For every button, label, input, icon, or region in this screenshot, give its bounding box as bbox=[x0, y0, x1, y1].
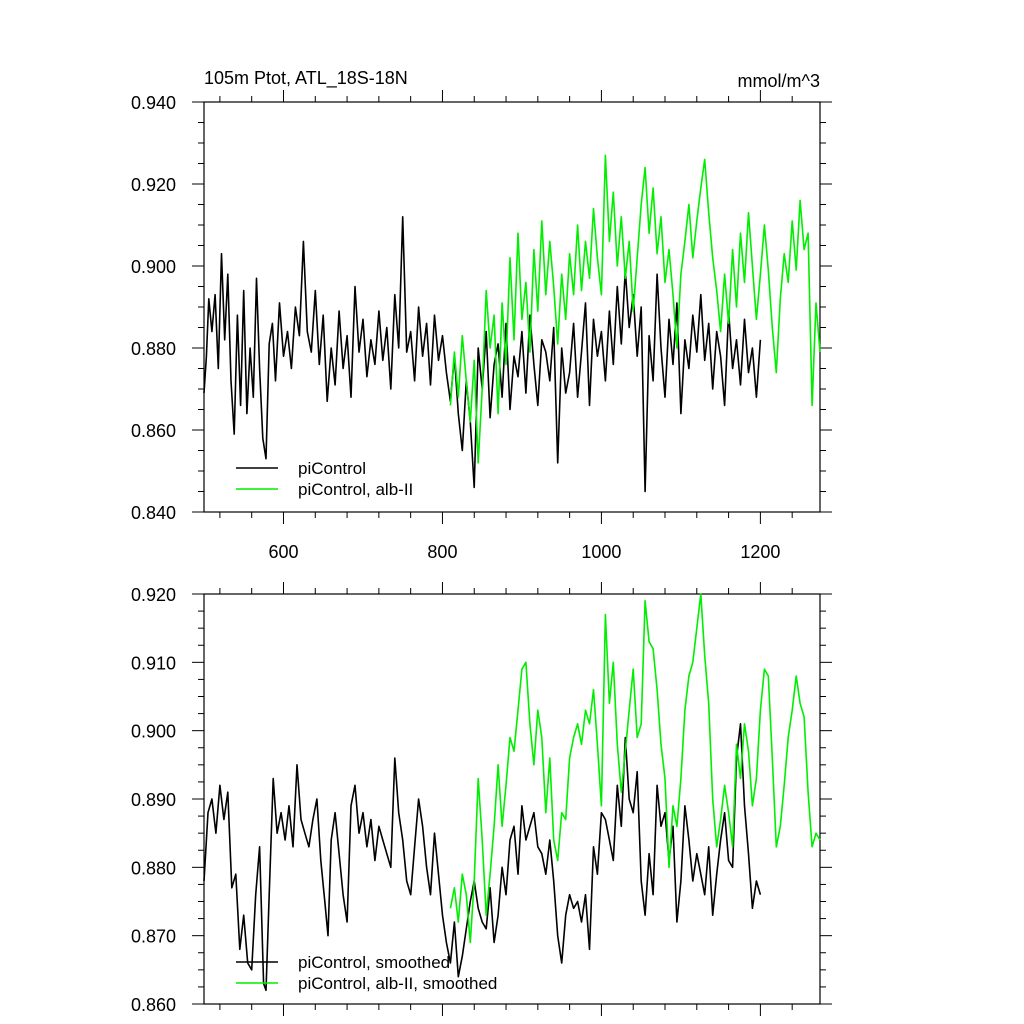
y-tick-label: 0.880 bbox=[131, 339, 176, 359]
bottom-panel: 0.860 0.870 0.880 0.890 0.900 0.910 0.920 piCo… bbox=[131, 582, 832, 1016]
series-line-alb-ii bbox=[449, 154, 821, 464]
x-tick-label: 1000 bbox=[581, 542, 621, 562]
y-tick-label: 0.840 bbox=[131, 503, 176, 523]
legend-label: piControl, alb-II bbox=[298, 480, 413, 499]
chart-title: 105m Ptot, ATL_18S-18N bbox=[204, 68, 408, 89]
series-line-alb-ii bbox=[449, 593, 821, 944]
y-tick-label: 0.860 bbox=[131, 421, 176, 441]
y-tick-label: 0.880 bbox=[131, 858, 176, 878]
top-axes: 600 800 1000 1200 0.840 0.860 0.880 0.900 0.920 0… bbox=[131, 90, 832, 562]
x-tick-label: 1200 bbox=[740, 542, 780, 562]
y-tick-label: 0.900 bbox=[131, 722, 176, 742]
bottom-legend: piControl, smoothed piControl, alb-II, sm… bbox=[236, 953, 497, 993]
bottom-series bbox=[203, 593, 821, 992]
y-tick-label: 0.940 bbox=[131, 93, 176, 113]
top-legend: piControl piControl, alb-II bbox=[236, 459, 413, 499]
y-tick-label: 0.890 bbox=[131, 790, 176, 810]
y-tick-label: 0.920 bbox=[131, 585, 176, 605]
legend-label: piControl, alb-II, smoothed bbox=[298, 974, 497, 993]
top-panel: 105m Ptot, ATL_18S-18N mmol/m^3 600 800 10… bbox=[131, 68, 832, 562]
y-tick-label: 0.900 bbox=[131, 257, 176, 277]
y-tick-label: 0.910 bbox=[131, 653, 176, 673]
series-line-picontrol bbox=[203, 216, 762, 493]
y-tick-label: 0.870 bbox=[131, 927, 176, 947]
y-tick-label: 0.920 bbox=[131, 175, 176, 195]
bottom-axes: 0.860 0.870 0.880 0.890 0.900 0.910 0.920 bbox=[131, 582, 832, 1016]
series-line-picontrol bbox=[203, 722, 762, 992]
x-tick-label: 800 bbox=[427, 542, 457, 562]
legend-label: piControl bbox=[298, 459, 366, 478]
legend-label: piControl, smoothed bbox=[298, 953, 450, 972]
x-tick-label: 600 bbox=[268, 542, 298, 562]
y-tick-label: 0.860 bbox=[131, 995, 176, 1015]
units-label: mmol/m^3 bbox=[738, 71, 820, 91]
top-series bbox=[203, 154, 821, 493]
plot-frame bbox=[203, 593, 821, 1005]
